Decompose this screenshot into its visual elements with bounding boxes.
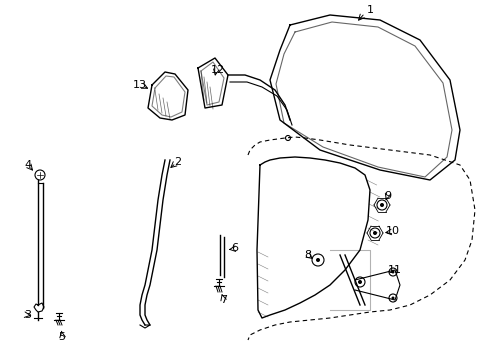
Text: 7: 7 — [220, 295, 227, 305]
Text: 3: 3 — [24, 310, 31, 320]
Text: 8: 8 — [304, 250, 312, 260]
Text: 6: 6 — [231, 243, 239, 253]
Circle shape — [380, 203, 384, 207]
Text: 5: 5 — [58, 332, 66, 342]
Text: 9: 9 — [385, 191, 392, 201]
Circle shape — [392, 270, 394, 274]
Text: 11: 11 — [388, 265, 402, 275]
Text: 12: 12 — [211, 65, 225, 75]
Circle shape — [358, 280, 362, 284]
Circle shape — [392, 297, 394, 300]
Text: 1: 1 — [367, 5, 373, 15]
Text: 2: 2 — [174, 157, 182, 167]
Text: 4: 4 — [24, 160, 31, 170]
Circle shape — [373, 231, 377, 235]
Text: 13: 13 — [133, 80, 147, 90]
Circle shape — [316, 258, 320, 262]
Text: 10: 10 — [386, 226, 400, 236]
